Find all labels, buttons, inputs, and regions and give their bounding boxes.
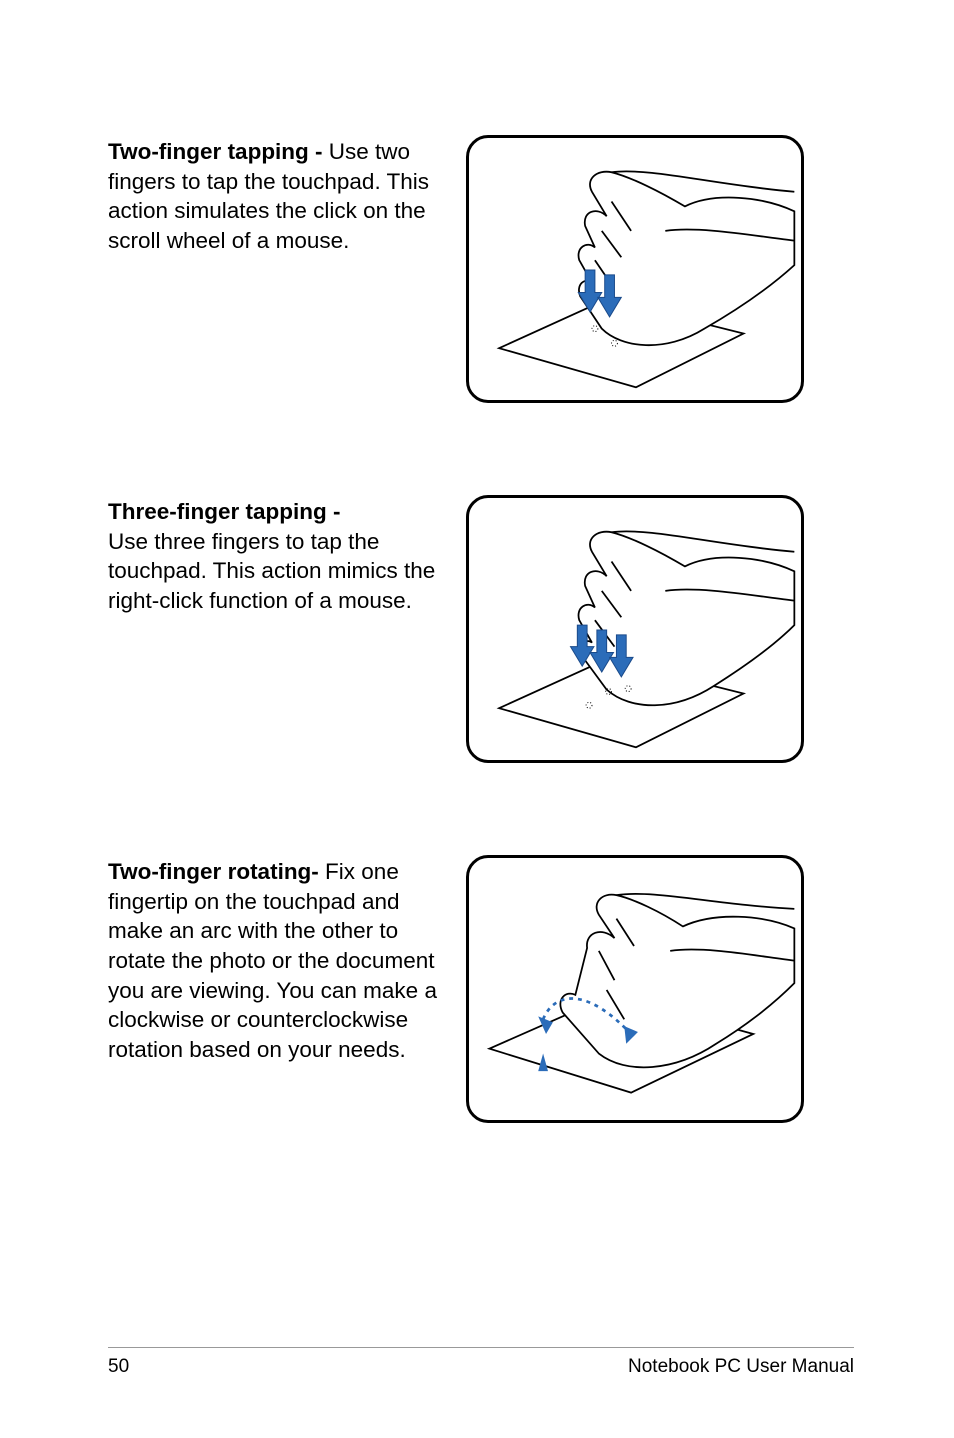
page-content: Two-finger tapping - Use two fingers to … bbox=[0, 0, 954, 1123]
section-title: Two-finger rotating- bbox=[108, 859, 325, 884]
section-two-finger-rotate: Two-finger rotating- Fix one fingertip o… bbox=[108, 855, 854, 1123]
section-text: Two-finger rotating- Fix one fingertip o… bbox=[108, 855, 448, 1065]
doc-title: Notebook PC User Manual bbox=[628, 1356, 854, 1378]
illustration-col bbox=[466, 135, 804, 403]
three-finger-tap-svg bbox=[469, 498, 801, 760]
two-finger-tap-svg bbox=[469, 138, 801, 400]
section-title: Three-finger tapping - bbox=[108, 499, 341, 524]
illustration-two-finger-rotate bbox=[466, 855, 804, 1123]
illustration-col bbox=[466, 855, 804, 1123]
page-number: 50 bbox=[108, 1356, 129, 1378]
illustration-col bbox=[466, 495, 804, 763]
section-title: Two-finger tapping - bbox=[108, 139, 329, 164]
section-text: Three-finger tapping - Use three fingers … bbox=[108, 495, 448, 616]
section-body: Fix one fingertip on the touchpad and ma… bbox=[108, 859, 437, 1062]
section-body: Use three fingers to tap the touchpad. T… bbox=[108, 529, 435, 613]
section-text: Two-finger tapping - Use two fingers to … bbox=[108, 135, 448, 256]
section-three-finger-tap: Three-finger tapping - Use three fingers … bbox=[108, 495, 854, 763]
illustration-three-finger-tap bbox=[466, 495, 804, 763]
illustration-two-finger-tap bbox=[466, 135, 804, 403]
page-footer: 50 Notebook PC User Manual bbox=[108, 1347, 854, 1378]
two-finger-rotate-svg bbox=[469, 858, 801, 1120]
section-two-finger-tap: Two-finger tapping - Use two fingers to … bbox=[108, 135, 854, 403]
